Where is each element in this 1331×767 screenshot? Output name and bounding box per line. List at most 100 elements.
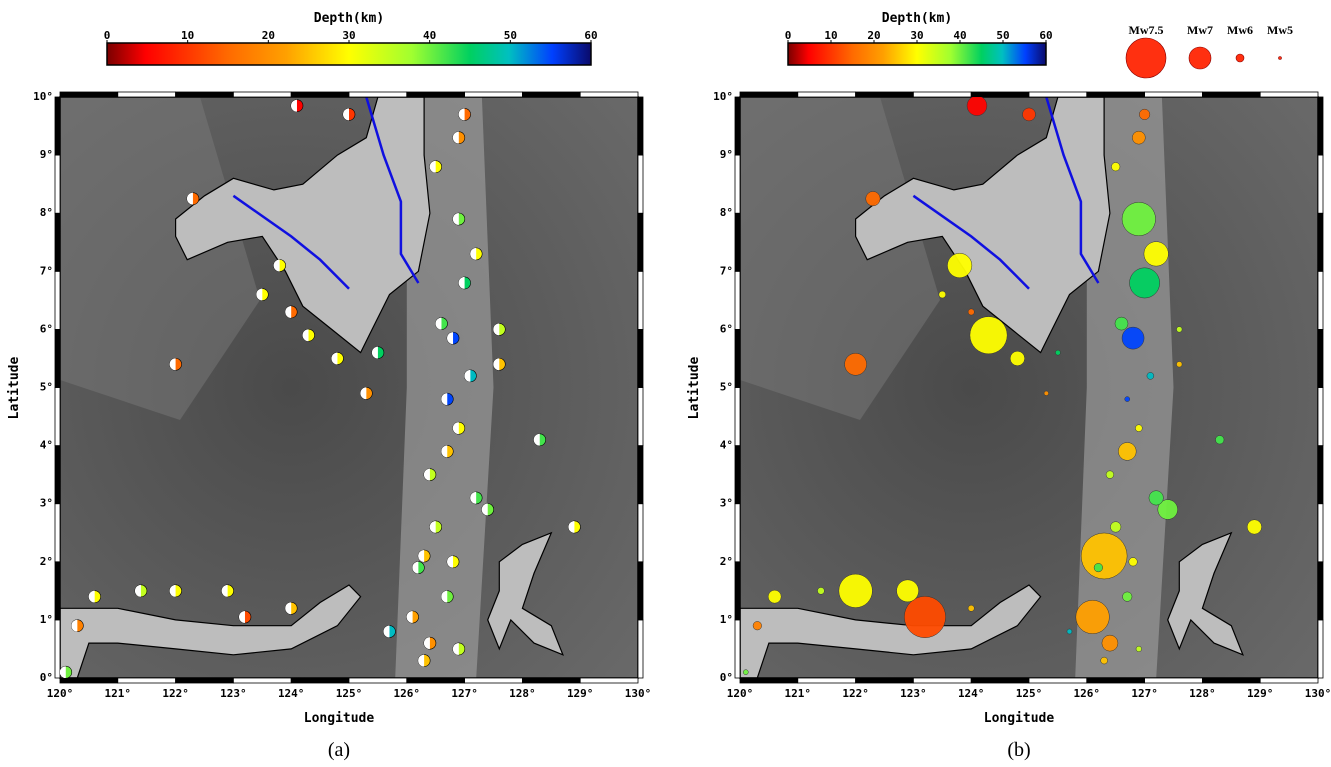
x-tick-label: 130° [625, 687, 652, 700]
y-tick-label: 2° [720, 555, 733, 568]
magnitude-legend-label: Mw6 [1227, 23, 1253, 37]
frame-bar [1317, 328, 1324, 388]
frame-bar [54, 154, 61, 214]
frame-bar [1317, 387, 1324, 446]
earthquake [1122, 591, 1133, 602]
focal-mechanism-dilatation [452, 422, 459, 435]
focal-mechanism-dilatation [458, 108, 465, 121]
frame-bar [734, 561, 741, 621]
earthquake [767, 589, 782, 604]
focal-mechanism-dilatation [273, 259, 280, 272]
earthquake [1246, 519, 1262, 535]
frame-bar [970, 91, 1030, 98]
earthquake [752, 621, 762, 631]
magnitude-legend-label: Mw7 [1187, 23, 1213, 37]
focal-mechanism-dilatation [464, 369, 471, 382]
events [742, 97, 1262, 675]
x-tick-label: 128° [509, 687, 536, 700]
frame-bar [637, 445, 644, 505]
colorbar-tick-label: 10 [824, 29, 837, 42]
frame-bar [637, 154, 644, 214]
focal-mechanism-dilatation [71, 619, 78, 632]
earthquake [1129, 267, 1160, 299]
earthquake [1143, 241, 1169, 267]
y-tick-label: 6° [720, 322, 733, 335]
focal-mechanism-dilatation [493, 358, 500, 371]
focal-mechanism-dilatation [447, 332, 454, 345]
frame-bar [734, 270, 741, 330]
frame-bar [1144, 677, 1203, 684]
earthquake [1110, 521, 1122, 533]
earthquake [1121, 326, 1145, 350]
frame-bar [1317, 503, 1324, 563]
frame-bar [522, 91, 581, 98]
frame-bar [734, 445, 741, 505]
x-tick-label: 121° [105, 687, 132, 700]
frame-bar [1028, 677, 1088, 684]
focal-mechanism-dilatation [568, 520, 575, 533]
earthquake [1121, 201, 1156, 237]
y-tick-label: 6° [40, 322, 53, 335]
earthquake [1111, 162, 1121, 172]
magnitude-legend-symbol [1278, 56, 1282, 60]
y-tick-label: 0° [40, 671, 53, 684]
x-tick-label: 124° [958, 687, 985, 700]
earthquake [969, 316, 1008, 355]
earthquake [1148, 490, 1164, 506]
colorbar-tick-label: 10 [181, 29, 194, 42]
frame-bar [637, 270, 644, 330]
frame-bar [579, 677, 639, 684]
magnitude-legend-symbol [1125, 37, 1167, 79]
focal-mechanism-dilatation [435, 317, 442, 330]
x-tick-label: 129° [1247, 687, 1274, 700]
focal-mechanism-dilatation [302, 329, 309, 342]
focal-mechanism-dilatation [441, 393, 448, 406]
earthquake [865, 191, 881, 207]
earthquake [1093, 563, 1103, 573]
x-tick-label: 124° [278, 687, 305, 700]
colorbar-tick-label: 0 [104, 29, 111, 42]
x-tick-label: 125° [336, 687, 363, 700]
x-tick-label: 120° [47, 687, 74, 700]
magnitude-legend-symbol [1235, 53, 1245, 63]
y-tick-label: 10° [33, 90, 53, 103]
focal-mechanism-dilatation [481, 503, 488, 516]
colorbar-tick-label: 20 [867, 29, 880, 42]
frame-bar [913, 91, 972, 98]
earthquake [1135, 645, 1142, 653]
frame-bar [464, 677, 523, 684]
y-tick-label: 10° [713, 90, 733, 103]
y-tick-label: 3° [40, 497, 53, 510]
y-axis-title: Latitude [7, 357, 22, 420]
focal-mechanism-dilatation [406, 610, 413, 623]
earthquake [1146, 372, 1155, 380]
y-tick-label: 2° [40, 555, 53, 568]
frame-bar [232, 677, 292, 684]
colorbar-tick-label: 50 [996, 29, 1009, 42]
frame-bar [522, 677, 581, 684]
basemap-b [740, 97, 1318, 678]
frame-bar [117, 677, 177, 684]
frame-bar [797, 677, 856, 684]
x-tick-label: 122° [162, 687, 189, 700]
focal-mechanism-dilatation [371, 346, 378, 359]
frame-bar [1317, 619, 1324, 679]
focal-mechanism-dilatation [88, 590, 95, 603]
colorbar [787, 42, 1047, 66]
frame-bar [1144, 91, 1203, 98]
y-axis-title: Latitude [687, 357, 702, 420]
caption: (a) [328, 739, 350, 761]
frame-bar [1317, 96, 1324, 156]
earthquake [1066, 628, 1073, 635]
frame-bar [637, 561, 644, 621]
focal-mechanism-dilatation [458, 276, 465, 289]
frame-bar [1317, 561, 1324, 621]
focal-mechanism-dilatation [186, 192, 193, 205]
frame-bar [855, 677, 914, 684]
frame-bar [797, 91, 856, 98]
x-tick-label: 128° [1189, 687, 1216, 700]
frame-bar [54, 328, 61, 388]
focal-mechanism-dilatation [418, 654, 425, 667]
earthquake [1009, 350, 1025, 366]
colorbar-tick-label: 0 [785, 29, 792, 42]
